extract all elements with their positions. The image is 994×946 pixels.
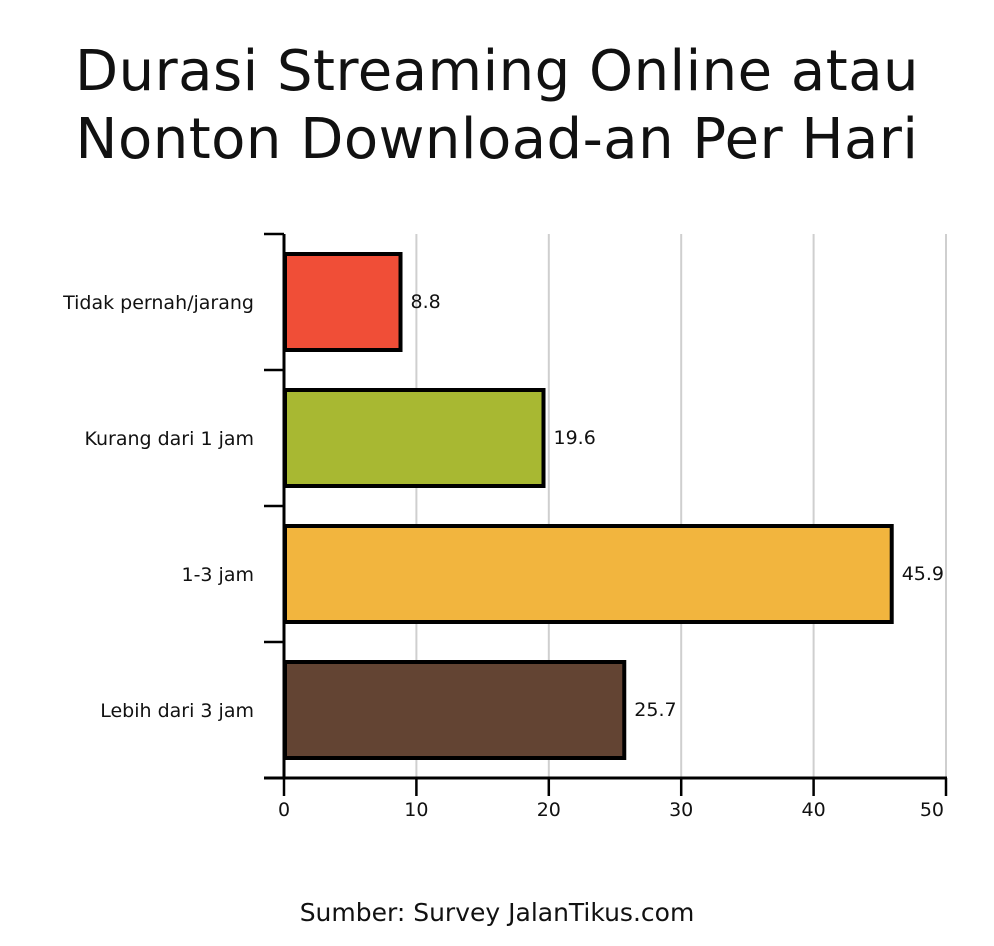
category-label-1: Kurang dari 1 jam	[84, 428, 254, 450]
category-label-3: Lebih dari 3 jam	[100, 700, 254, 722]
category-label-0: Tidak pernah/jarang	[62, 292, 254, 314]
bar-0	[283, 252, 403, 352]
x-tick-label-2: 20	[537, 799, 561, 821]
x-tick-label-4: 40	[802, 799, 826, 821]
value-label-0: 8.8	[411, 291, 441, 313]
x-tick-label-1: 10	[404, 799, 428, 821]
chart-title: Durasi Streaming Online atau Nonton Down…	[0, 38, 994, 174]
value-label-3: 25.7	[634, 699, 676, 721]
category-label-2: 1-3 jam	[181, 564, 254, 586]
bar-2	[283, 524, 894, 624]
bar-3	[283, 660, 627, 760]
x-tick-label-3: 30	[669, 799, 693, 821]
x-tick-label-5: 50	[920, 799, 944, 821]
title-line-1: Durasi Streaming Online atau	[74, 39, 920, 104]
source-note: Sumber: Survey JalanTikus.com	[299, 898, 695, 927]
value-label-1: 19.6	[554, 427, 596, 449]
title-line-2: Nonton Download-an Per Hari	[75, 107, 919, 172]
value-label-2: 45.9	[902, 563, 944, 585]
x-tick-label-0: 0	[278, 799, 290, 821]
bar-1	[283, 388, 546, 488]
